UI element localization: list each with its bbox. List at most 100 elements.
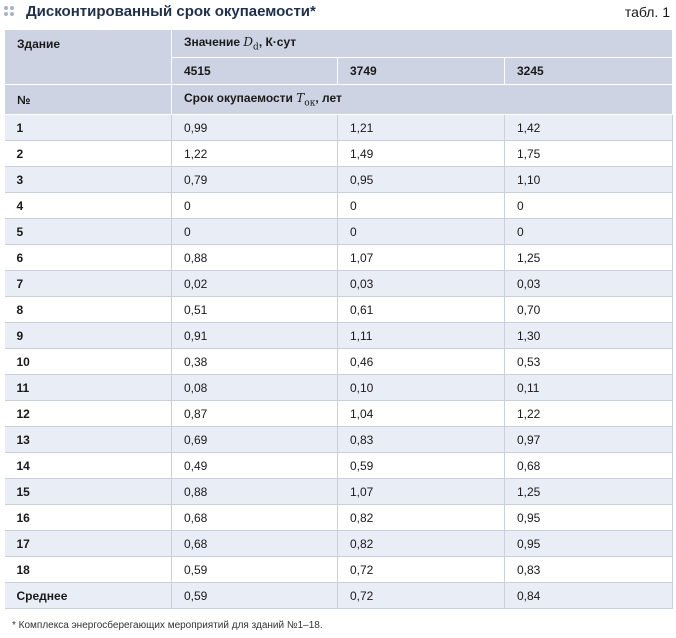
row-value-1: 0,59: [171, 582, 338, 609]
row-value-3: 1,30: [504, 322, 674, 349]
table-body: 1 0,99 1,21 1,42 2 1,22 1,49 1,75 3 0,79 0,95 1,10 4…: [4, 114, 674, 609]
row-value-2: 0,03: [337, 270, 505, 297]
row-value-2: 0,61: [337, 296, 505, 323]
row-value-3: 1,22: [504, 400, 674, 427]
table-row: Среднее 0,59 0,72 0,84: [4, 582, 674, 609]
table-row: 7 0,02 0,03 0,03: [4, 270, 674, 297]
row-building: 3: [4, 166, 172, 193]
table-row: 13 0,69 0,83 0,97: [4, 426, 674, 453]
row-value-1: 0,08: [171, 374, 338, 401]
row-value-1: 0: [171, 192, 338, 219]
header-dd-2: 3749: [337, 57, 505, 85]
row-value-2: 0,46: [337, 348, 505, 375]
row-building: 6: [4, 244, 172, 271]
row-building: 15: [4, 478, 172, 505]
row-value-2: 0,72: [337, 556, 505, 583]
row-value-3: 0,84: [504, 582, 674, 609]
row-building: 16: [4, 504, 172, 531]
row-value-3: 0,83: [504, 556, 674, 583]
row-value-3: 1,25: [504, 244, 674, 271]
row-building: 11: [4, 374, 172, 401]
header-dd-1: 4515: [171, 57, 338, 85]
row-value-3: 0,97: [504, 426, 674, 453]
table-row: 3 0,79 0,95 1,10: [4, 166, 674, 193]
row-value-2: 0: [337, 192, 505, 219]
table-row: 11 0,08 0,10 0,11: [4, 374, 674, 401]
table-row: 9 0,91 1,11 1,30: [4, 322, 674, 349]
row-value-3: 1,42: [504, 114, 674, 141]
table-number-label: табл. 1: [624, 4, 670, 20]
row-value-2: 0,10: [337, 374, 505, 401]
table-row: 17 0,68 0,82 0,95: [4, 530, 674, 557]
row-value-1: 0,99: [171, 114, 338, 141]
header-building: Здание: [4, 29, 172, 85]
row-value-1: 0,49: [171, 452, 338, 479]
table-row: 10 0,38 0,46 0,53: [4, 348, 674, 375]
row-value-2: 1,21: [337, 114, 505, 141]
table-header: Здание Значение Dd, К·сут 4515 3749 3245…: [4, 29, 674, 115]
row-value-3: 1,10: [504, 166, 674, 193]
payback-table: Здание Значение Dd, К·сут 4515 3749 3245…: [4, 29, 674, 609]
row-value-3: 0: [504, 218, 674, 245]
row-building: 12: [4, 400, 172, 427]
row-value-1: 0,88: [171, 478, 338, 505]
row-value-3: 0,03: [504, 270, 674, 297]
table-row: 6 0,88 1,07 1,25: [4, 244, 674, 271]
header-number: №: [4, 84, 172, 115]
row-value-3: 0,95: [504, 530, 674, 557]
table-row: 16 0,68 0,82 0,95: [4, 504, 674, 531]
row-value-2: 0,72: [337, 582, 505, 609]
row-value-1: 1,22: [171, 140, 338, 167]
row-value-3: 0: [504, 192, 674, 219]
row-value-2: 0,82: [337, 530, 505, 557]
dd-label-suffix: , К·сут: [258, 34, 297, 49]
row-building: Среднее: [4, 582, 172, 609]
row-value-1: 0,68: [171, 530, 338, 557]
payback-symbol: Tок: [296, 90, 316, 109]
footnote: * Комплекса энергосберегающих мероприяти…: [12, 620, 323, 631]
row-value-2: 1,07: [337, 244, 505, 271]
dd-symbol: Dd: [243, 34, 259, 53]
header-dd-value: Значение Dd, К·сут: [170, 29, 674, 58]
row-value-3: 0,53: [504, 348, 674, 375]
row-value-2: 0,59: [337, 452, 505, 479]
row-value-2: 1,04: [337, 400, 505, 427]
table-row: 15 0,88 1,07 1,25: [4, 478, 674, 505]
row-value-1: 0,88: [171, 244, 338, 271]
table-row: 14 0,49 0,59 0,68: [4, 452, 674, 479]
row-building: 4: [4, 192, 172, 219]
row-value-1: 0,38: [171, 348, 338, 375]
table-row: 12 0,87 1,04 1,22: [4, 400, 674, 427]
row-value-1: 0,51: [171, 296, 338, 323]
dd-label-prefix: Значение: [184, 34, 244, 49]
row-building: 14: [4, 452, 172, 479]
row-value-2: 1,07: [337, 478, 505, 505]
row-building: 7: [4, 270, 172, 297]
row-building: 18: [4, 556, 172, 583]
row-value-1: 0,87: [171, 400, 338, 427]
row-building: 9: [4, 322, 172, 349]
row-value-1: 0,68: [171, 504, 338, 531]
row-value-1: 0: [171, 218, 338, 245]
row-value-3: 0,11: [504, 374, 674, 401]
row-building: 13: [4, 426, 172, 453]
grid-bullet-icon: [4, 6, 16, 18]
table-row: 8 0,51 0,61 0,70: [4, 296, 674, 323]
row-value-3: 0,68: [504, 452, 674, 479]
row-building: 10: [4, 348, 172, 375]
row-value-2: 0: [337, 218, 505, 245]
payback-label-suffix: , лет: [315, 90, 342, 105]
row-building: 5: [4, 218, 172, 245]
row-value-3: 1,75: [504, 140, 674, 167]
row-value-2: 1,49: [337, 140, 505, 167]
row-value-3: 1,25: [504, 478, 674, 505]
table-row: 2 1,22 1,49 1,75: [4, 140, 674, 167]
row-building: 17: [4, 530, 172, 557]
header-dd-3: 3245: [503, 57, 674, 85]
row-value-1: 0,69: [171, 426, 338, 453]
row-value-2: 0,82: [337, 504, 505, 531]
row-building: 8: [4, 296, 172, 323]
row-value-1: 0,59: [171, 556, 338, 583]
